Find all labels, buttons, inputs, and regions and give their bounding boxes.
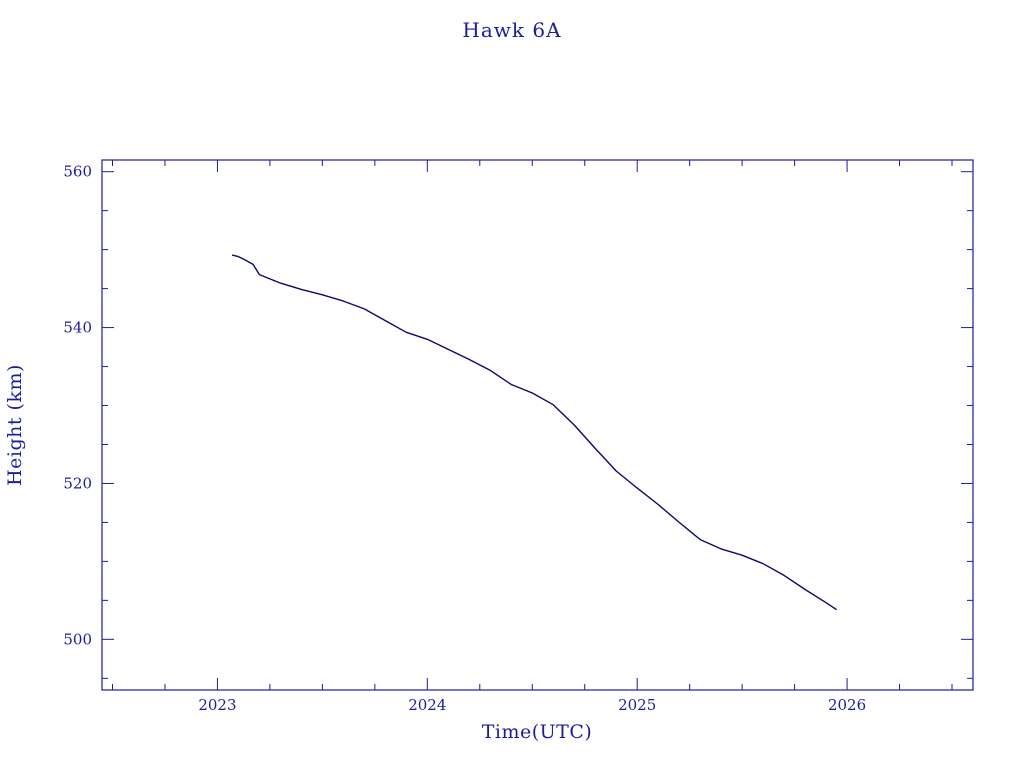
y-axis-label: Height (km) — [4, 364, 26, 486]
plot-frame — [101, 159, 974, 691]
x-axis-label: Time(UTC) — [482, 721, 593, 743]
series-layer — [231, 254, 837, 611]
y-tick-label: 520 — [63, 474, 92, 492]
chart-title: Hawk 6A — [462, 18, 561, 42]
x-tick-label: 2024 — [408, 696, 446, 714]
x-tick-label: 2026 — [828, 696, 866, 714]
axis-ticks — [102, 160, 973, 690]
x-tick-label: 2023 — [198, 696, 236, 714]
tick-labels: 2023 2024 2025 2026 500 520 540 560 — [63, 163, 866, 714]
x-tick-label: 2025 — [618, 696, 656, 714]
y-tick-label: 560 — [63, 163, 92, 181]
y-tick-label: 540 — [63, 319, 92, 337]
series-line — [231, 254, 837, 611]
y-tick-label: 500 — [63, 630, 92, 648]
